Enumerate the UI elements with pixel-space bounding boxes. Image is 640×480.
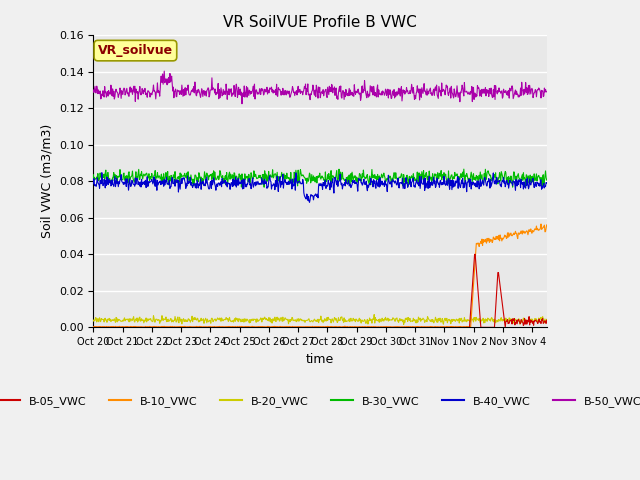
Legend: B-05_VWC, B-10_VWC, B-20_VWC, B-30_VWC, B-40_VWC, B-50_VWC: B-05_VWC, B-10_VWC, B-20_VWC, B-30_VWC, …	[0, 391, 640, 411]
Text: VR_soilvue: VR_soilvue	[98, 44, 173, 57]
X-axis label: time: time	[306, 353, 334, 366]
Y-axis label: Soil VWC (m3/m3): Soil VWC (m3/m3)	[40, 124, 53, 239]
Title: VR SoilVUE Profile B VWC: VR SoilVUE Profile B VWC	[223, 15, 417, 30]
